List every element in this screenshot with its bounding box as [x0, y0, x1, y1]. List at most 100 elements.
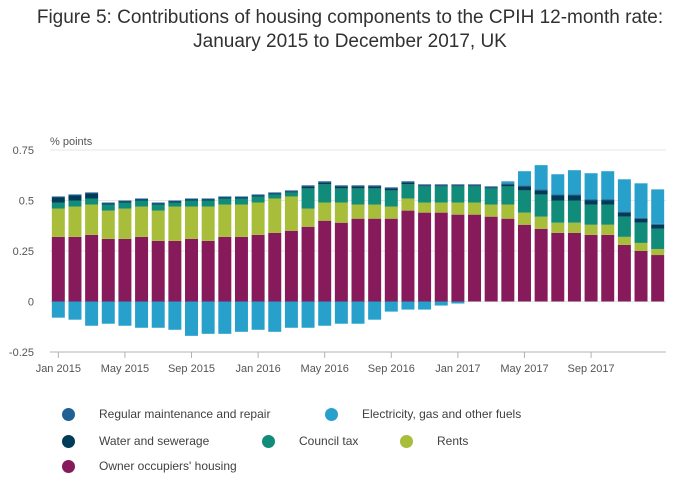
bar-segment — [567, 194, 581, 196]
bar-segment — [284, 230, 298, 302]
x-tick-label: Sep 2016 — [368, 363, 415, 375]
bar-segment — [434, 185, 448, 187]
bar-segment — [351, 301, 365, 324]
bar-segment — [251, 194, 265, 196]
bar-segment — [651, 228, 665, 249]
bar-segment — [451, 301, 465, 304]
bar-segment — [368, 301, 382, 320]
bar-segment — [584, 204, 598, 225]
bar-segment — [185, 198, 199, 200]
bar-segment — [318, 184, 332, 203]
bar-segment — [218, 301, 232, 334]
bar-segment — [68, 206, 82, 237]
bar-segment — [634, 251, 648, 302]
legend-swatch — [400, 434, 413, 448]
bar-segment — [534, 194, 548, 217]
bar-segment — [501, 184, 515, 187]
bar-segment — [85, 193, 99, 199]
x-tick-label: Sep 2017 — [568, 363, 615, 375]
bar-segment — [318, 220, 332, 302]
bar-segment — [384, 218, 398, 302]
bar-segment — [418, 186, 432, 203]
bar-segment — [118, 201, 132, 203]
bar-segment — [185, 206, 199, 239]
bar-segment — [534, 189, 548, 191]
bar-segment — [318, 301, 332, 326]
bar-segment — [334, 186, 348, 189]
bar-segment — [318, 182, 332, 185]
bar-segment — [651, 223, 665, 225]
bar-segment — [284, 301, 298, 328]
y-axis-label: % points — [50, 136, 93, 148]
bar-segment — [617, 244, 631, 302]
y-tick-label: 0.5 — [19, 196, 34, 208]
bar-segment — [168, 301, 182, 330]
bar-segment — [284, 190, 298, 192]
bar-segment — [284, 192, 298, 197]
bar-segment — [617, 211, 631, 213]
bar-segment — [151, 203, 165, 205]
bar-segment — [451, 202, 465, 215]
bar-segment — [201, 301, 215, 334]
bar-segment — [301, 186, 315, 189]
bar-segment — [234, 196, 248, 198]
bar-segment — [617, 236, 631, 245]
bar-segment — [118, 200, 132, 202]
legend-label: Regular maintenance and repair — [99, 407, 271, 421]
bar-segment — [384, 190, 398, 207]
bar-segment — [368, 218, 382, 302]
bar-segment — [201, 198, 215, 200]
bar-segment — [634, 217, 648, 219]
bar-segment — [534, 165, 548, 190]
bar-segment — [334, 188, 348, 203]
bar-segment — [351, 186, 365, 189]
bar-segment — [218, 196, 232, 198]
x-tick-label: Jan 2015 — [36, 363, 81, 375]
x-tick-label: May 2016 — [301, 363, 349, 375]
bar-segment — [135, 301, 149, 328]
bar-segment — [51, 236, 65, 302]
bar-segment — [101, 202, 115, 204]
legend-item-electricity: Electricity, gas and other fuels — [325, 404, 521, 424]
bar-segment — [567, 200, 581, 223]
bar-segment — [334, 222, 348, 302]
bar-segment — [151, 210, 165, 241]
bar-segment — [384, 206, 398, 219]
bar-segment — [601, 224, 615, 235]
bar-segment — [584, 173, 598, 200]
y-tick-label: 0 — [28, 297, 34, 309]
bar-segment — [384, 188, 398, 191]
bar-segment — [168, 240, 182, 302]
bar-segment — [234, 236, 248, 302]
bar-segment — [151, 240, 165, 302]
bar-segment — [118, 208, 132, 239]
bar-segment — [434, 212, 448, 302]
bar-segment — [517, 212, 531, 225]
bar-segment — [218, 204, 232, 237]
bar-segment — [468, 186, 482, 203]
bar-segment — [517, 171, 531, 186]
bar-segment — [251, 234, 265, 302]
bar-segment — [101, 203, 115, 205]
bar-segment — [301, 188, 315, 209]
bar-segment — [85, 234, 99, 302]
bar-segment — [617, 179, 631, 212]
legend: Regular maintenance and repair Electrici… — [62, 404, 682, 484]
bar-segment — [201, 206, 215, 241]
bar-segment — [334, 301, 348, 324]
bar-segment — [151, 202, 165, 204]
bar-segment — [484, 186, 498, 188]
bar-segment — [517, 224, 531, 302]
bar-segment — [534, 228, 548, 302]
bar-segment — [101, 204, 115, 211]
bar-segment — [434, 186, 448, 203]
bar-segment — [268, 232, 282, 302]
bar-segment — [101, 210, 115, 239]
bar-segment — [484, 216, 498, 302]
bar-segment — [51, 301, 65, 318]
bar-segment — [601, 200, 615, 205]
bar-segment — [251, 196, 265, 203]
bar-segment — [135, 206, 149, 237]
bar-segment — [85, 204, 99, 235]
bar-segment — [284, 191, 298, 193]
